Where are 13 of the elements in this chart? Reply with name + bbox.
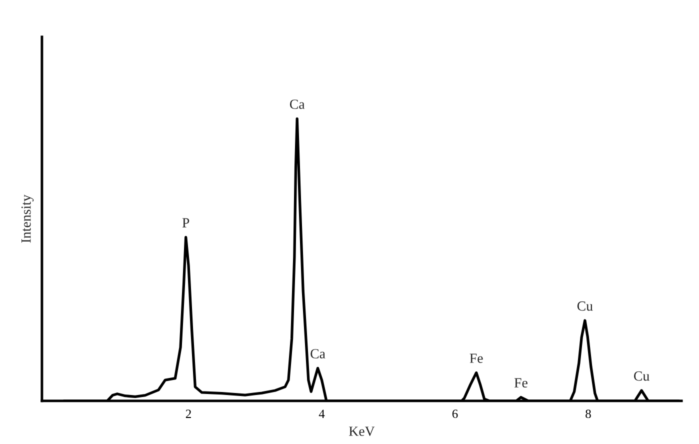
annotation: Cu [634, 371, 650, 381]
annotation: Fe [470, 354, 483, 363]
annotation: Cu [577, 301, 593, 311]
annotation: Fe [514, 378, 528, 388]
x-tick-label: 4 [318, 410, 325, 418]
annotation: P [182, 218, 190, 228]
annotation: Ca [290, 100, 305, 109]
x-axis-title: KeV [349, 426, 375, 436]
annotation: Ca [310, 349, 326, 358]
x-tick-label: 6 [452, 410, 458, 418]
x-tick-label: 8 [586, 410, 591, 418]
x-tick-label: 2 [186, 410, 191, 418]
y-axis-title: Intensity [21, 194, 34, 243]
